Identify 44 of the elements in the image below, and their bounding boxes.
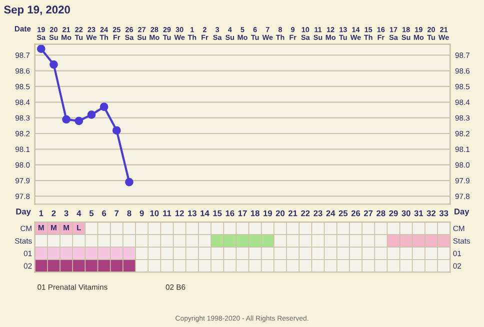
x-tick-label: 12 — [175, 210, 184, 216]
x-tick-label: 31 — [414, 210, 424, 216]
x-tick-label: 20 — [276, 210, 285, 216]
x-tick-label: 16 — [226, 210, 234, 216]
x-tick-label: 11 — [163, 210, 172, 216]
x-tick-label: 26 — [351, 210, 360, 216]
x-tick-label: 29 — [389, 210, 398, 216]
point — [74, 116, 84, 126]
x-tick-label: 28 — [376, 210, 386, 216]
x-tick-label: 3 — [64, 210, 68, 216]
x-tick-label: 21 — [288, 210, 298, 216]
x-tick-label: 7 — [114, 210, 119, 216]
point — [112, 126, 121, 135]
x-tick-label: 6 — [102, 210, 106, 216]
text: Day — [454, 208, 470, 216]
x-axis-title: Day — [16, 208, 31, 216]
point — [87, 110, 96, 119]
x-tick-label: 23 — [314, 210, 322, 216]
x-tick-label: 22 — [301, 210, 310, 216]
x-tick-label: 25 — [338, 210, 348, 216]
x-tick-label: 5 — [89, 210, 94, 216]
x-tick-label: 33 — [439, 210, 448, 216]
x-tick-label: 30 — [402, 210, 410, 216]
x-tick-label: 19 — [264, 210, 272, 216]
point — [36, 44, 46, 54]
x-tick-label: 4 — [76, 210, 82, 216]
point — [100, 102, 108, 112]
point — [50, 60, 58, 69]
x-tick-label: 14 — [200, 210, 210, 216]
x-tick-label: 24 — [326, 210, 336, 216]
x-tick-label: 32 — [426, 210, 436, 216]
x-tick-label: 15 — [213, 210, 222, 216]
x-tick-label: 27 — [364, 210, 373, 216]
x-tick-label: 18 — [250, 210, 260, 216]
x-tick-label: 13 — [188, 210, 196, 216]
x-tick-label: 9 — [140, 210, 144, 216]
chart-title: Sep 19, 2020 — [4, 6, 70, 16]
point — [125, 178, 134, 186]
x-tick-label: 17 — [238, 210, 247, 216]
x-tick-label: 1 — [39, 210, 44, 216]
x-tick-label: 10 — [150, 210, 159, 216]
x-tick-label: 2 — [52, 210, 56, 216]
point — [62, 115, 70, 124]
x-tick-label: 8 — [127, 210, 132, 216]
